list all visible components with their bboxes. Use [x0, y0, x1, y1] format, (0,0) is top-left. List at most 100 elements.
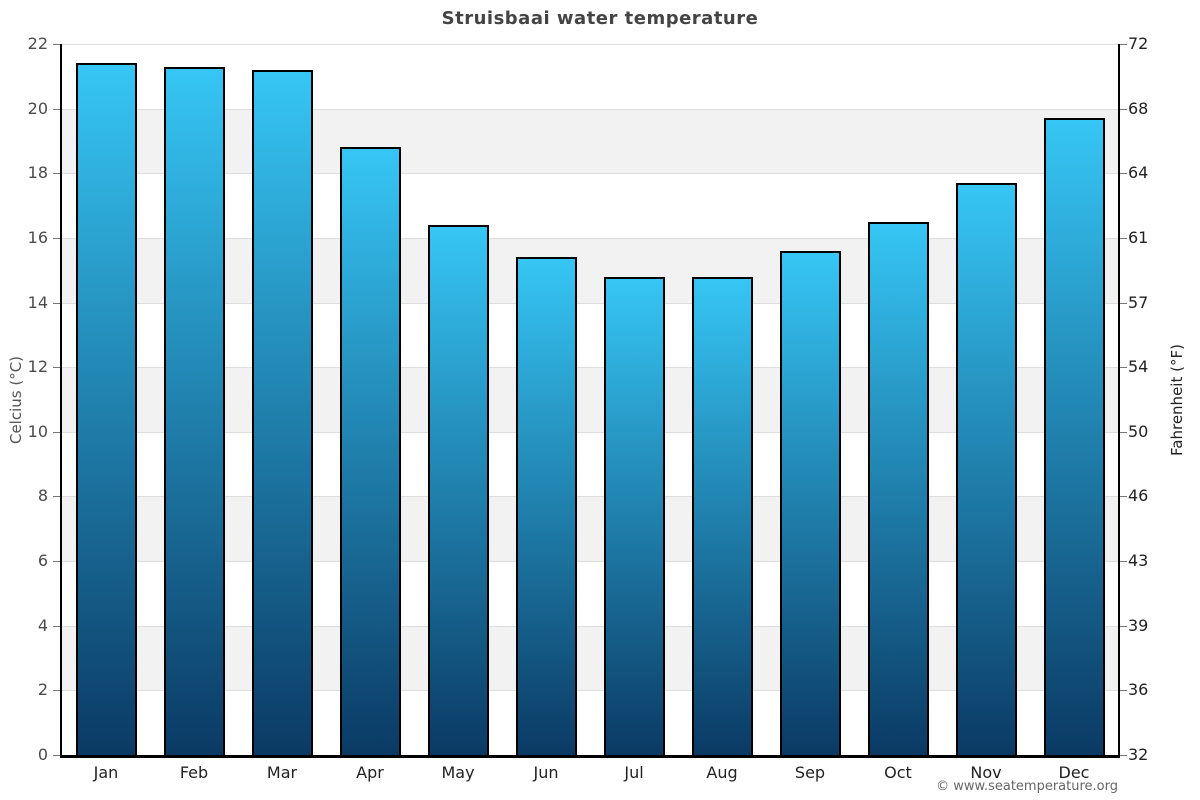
y-tick-label-fahrenheit: 36	[1128, 680, 1149, 700]
gridline	[62, 431, 1118, 433]
plot-band	[62, 302, 1118, 368]
tick-mark-left	[53, 108, 60, 110]
tick-mark-left	[53, 755, 60, 756]
gridline	[62, 44, 1118, 45]
x-tick-label-apr: Apr	[356, 763, 384, 782]
tick-mark-left	[53, 431, 60, 433]
tick-mark-left	[53, 237, 60, 239]
gridline	[62, 302, 1118, 304]
bar-may	[427, 224, 489, 755]
gridline	[62, 496, 1118, 498]
gridline	[62, 625, 1118, 627]
x-tick-label-feb: Feb	[179, 763, 209, 782]
y-tick-label-fahrenheit: 72	[1128, 34, 1149, 53]
bar-dec	[1043, 118, 1105, 755]
bar-feb	[163, 66, 225, 755]
x-tick-label-dec: Dec	[1058, 763, 1090, 782]
plot-band	[62, 367, 1118, 432]
tick-mark-right	[1120, 561, 1127, 563]
y-tick-label-celsius: 0	[37, 745, 48, 764]
bar-jun	[515, 257, 577, 755]
y-tick-label-celsius: 20	[27, 98, 48, 118]
bar-jul	[603, 276, 665, 755]
tick-mark-left	[53, 44, 60, 45]
tick-mark-left	[53, 302, 60, 304]
gridline	[62, 108, 1118, 110]
x-tick-label-oct: Oct	[884, 763, 912, 782]
copyright-source: © www.seatemperature.org	[936, 779, 1118, 794]
tick-mark-right	[1120, 108, 1127, 110]
bar-jan	[75, 63, 137, 755]
plot-band	[62, 625, 1118, 691]
x-tick-label-jul: Jul	[624, 763, 644, 782]
tick-mark-right	[1120, 173, 1127, 175]
y-tick-label-fahrenheit: 43	[1128, 551, 1149, 571]
plot-band	[62, 44, 1118, 109]
bar-oct	[867, 221, 929, 755]
y-tick-label-celsius: 12	[27, 357, 48, 377]
x-tick-label-aug: Aug	[706, 763, 738, 782]
x-tick-label-may: May	[441, 763, 475, 782]
y-tick-label-celsius: 4	[37, 615, 48, 635]
y-tick-label-celsius: 10	[27, 421, 48, 441]
tick-mark-left	[53, 561, 60, 563]
y-axis-line-right	[1118, 44, 1120, 756]
gridline	[62, 690, 1118, 692]
tick-mark-left	[53, 625, 60, 627]
tick-mark-left	[53, 690, 60, 692]
gridline	[62, 173, 1118, 175]
tick-mark-right	[1120, 690, 1127, 692]
x-tick-label-sep: Sep	[794, 763, 826, 782]
plot-band	[62, 496, 1118, 562]
bar-apr	[339, 147, 401, 755]
tick-mark-left	[53, 496, 60, 498]
y-tick-label-celsius: 14	[27, 292, 48, 312]
y-tick-label-fahrenheit: 61	[1128, 227, 1149, 247]
bar-mar	[251, 69, 313, 755]
plot-band	[62, 431, 1118, 497]
gridline	[62, 367, 1118, 369]
y-tick-label-fahrenheit: 50	[1128, 421, 1149, 441]
tick-mark-right	[1120, 431, 1127, 433]
y-tick-label-fahrenheit: 32	[1128, 745, 1149, 764]
x-axis-line	[60, 755, 1120, 758]
bar-sep	[779, 250, 841, 755]
x-tick-label-nov: Nov	[970, 763, 1002, 782]
x-tick-label-mar: Mar	[266, 763, 298, 782]
y-tick-label-fahrenheit: 46	[1128, 486, 1149, 506]
gridline	[62, 561, 1118, 563]
tick-mark-right	[1120, 625, 1127, 627]
y-tick-label-celsius: 2	[37, 680, 48, 700]
y-tick-label-fahrenheit: 68	[1128, 98, 1149, 118]
x-tick-label-jan: Jan	[93, 763, 119, 782]
y-tick-label-fahrenheit: 64	[1128, 163, 1149, 183]
y-tick-label-celsius: 6	[37, 551, 48, 571]
tick-mark-right	[1120, 755, 1127, 756]
y-tick-label-celsius: 18	[27, 163, 48, 183]
plot-band	[62, 690, 1118, 755]
tick-mark-right	[1120, 44, 1127, 45]
plot-area	[62, 44, 1118, 755]
gridline	[62, 237, 1118, 239]
plot-band	[62, 561, 1118, 626]
y-axis-title-celsius: Celcius (°C)	[7, 355, 25, 445]
y-axis-line-left	[60, 44, 62, 756]
y-tick-label-fahrenheit: 57	[1128, 292, 1149, 312]
tick-mark-right	[1120, 367, 1127, 369]
tick-mark-right	[1120, 237, 1127, 239]
tick-mark-left	[53, 367, 60, 369]
chart-title: Struisbaai water temperature	[441, 8, 759, 29]
y-tick-label-celsius: 8	[37, 486, 48, 506]
y-tick-label-fahrenheit: 39	[1128, 615, 1149, 635]
bar-aug	[691, 276, 753, 755]
bar-nov	[955, 182, 1017, 755]
tick-mark-right	[1120, 496, 1127, 498]
x-tick-label-jun: Jun	[533, 763, 559, 782]
tick-mark-left	[53, 173, 60, 175]
plot-band	[62, 237, 1118, 303]
y-tick-label-celsius: 16	[27, 227, 48, 247]
plot-band	[62, 173, 1118, 238]
y-axis-title-fahrenheit: Fahrenheit (°F)	[1168, 344, 1186, 456]
plot-band	[62, 108, 1118, 174]
